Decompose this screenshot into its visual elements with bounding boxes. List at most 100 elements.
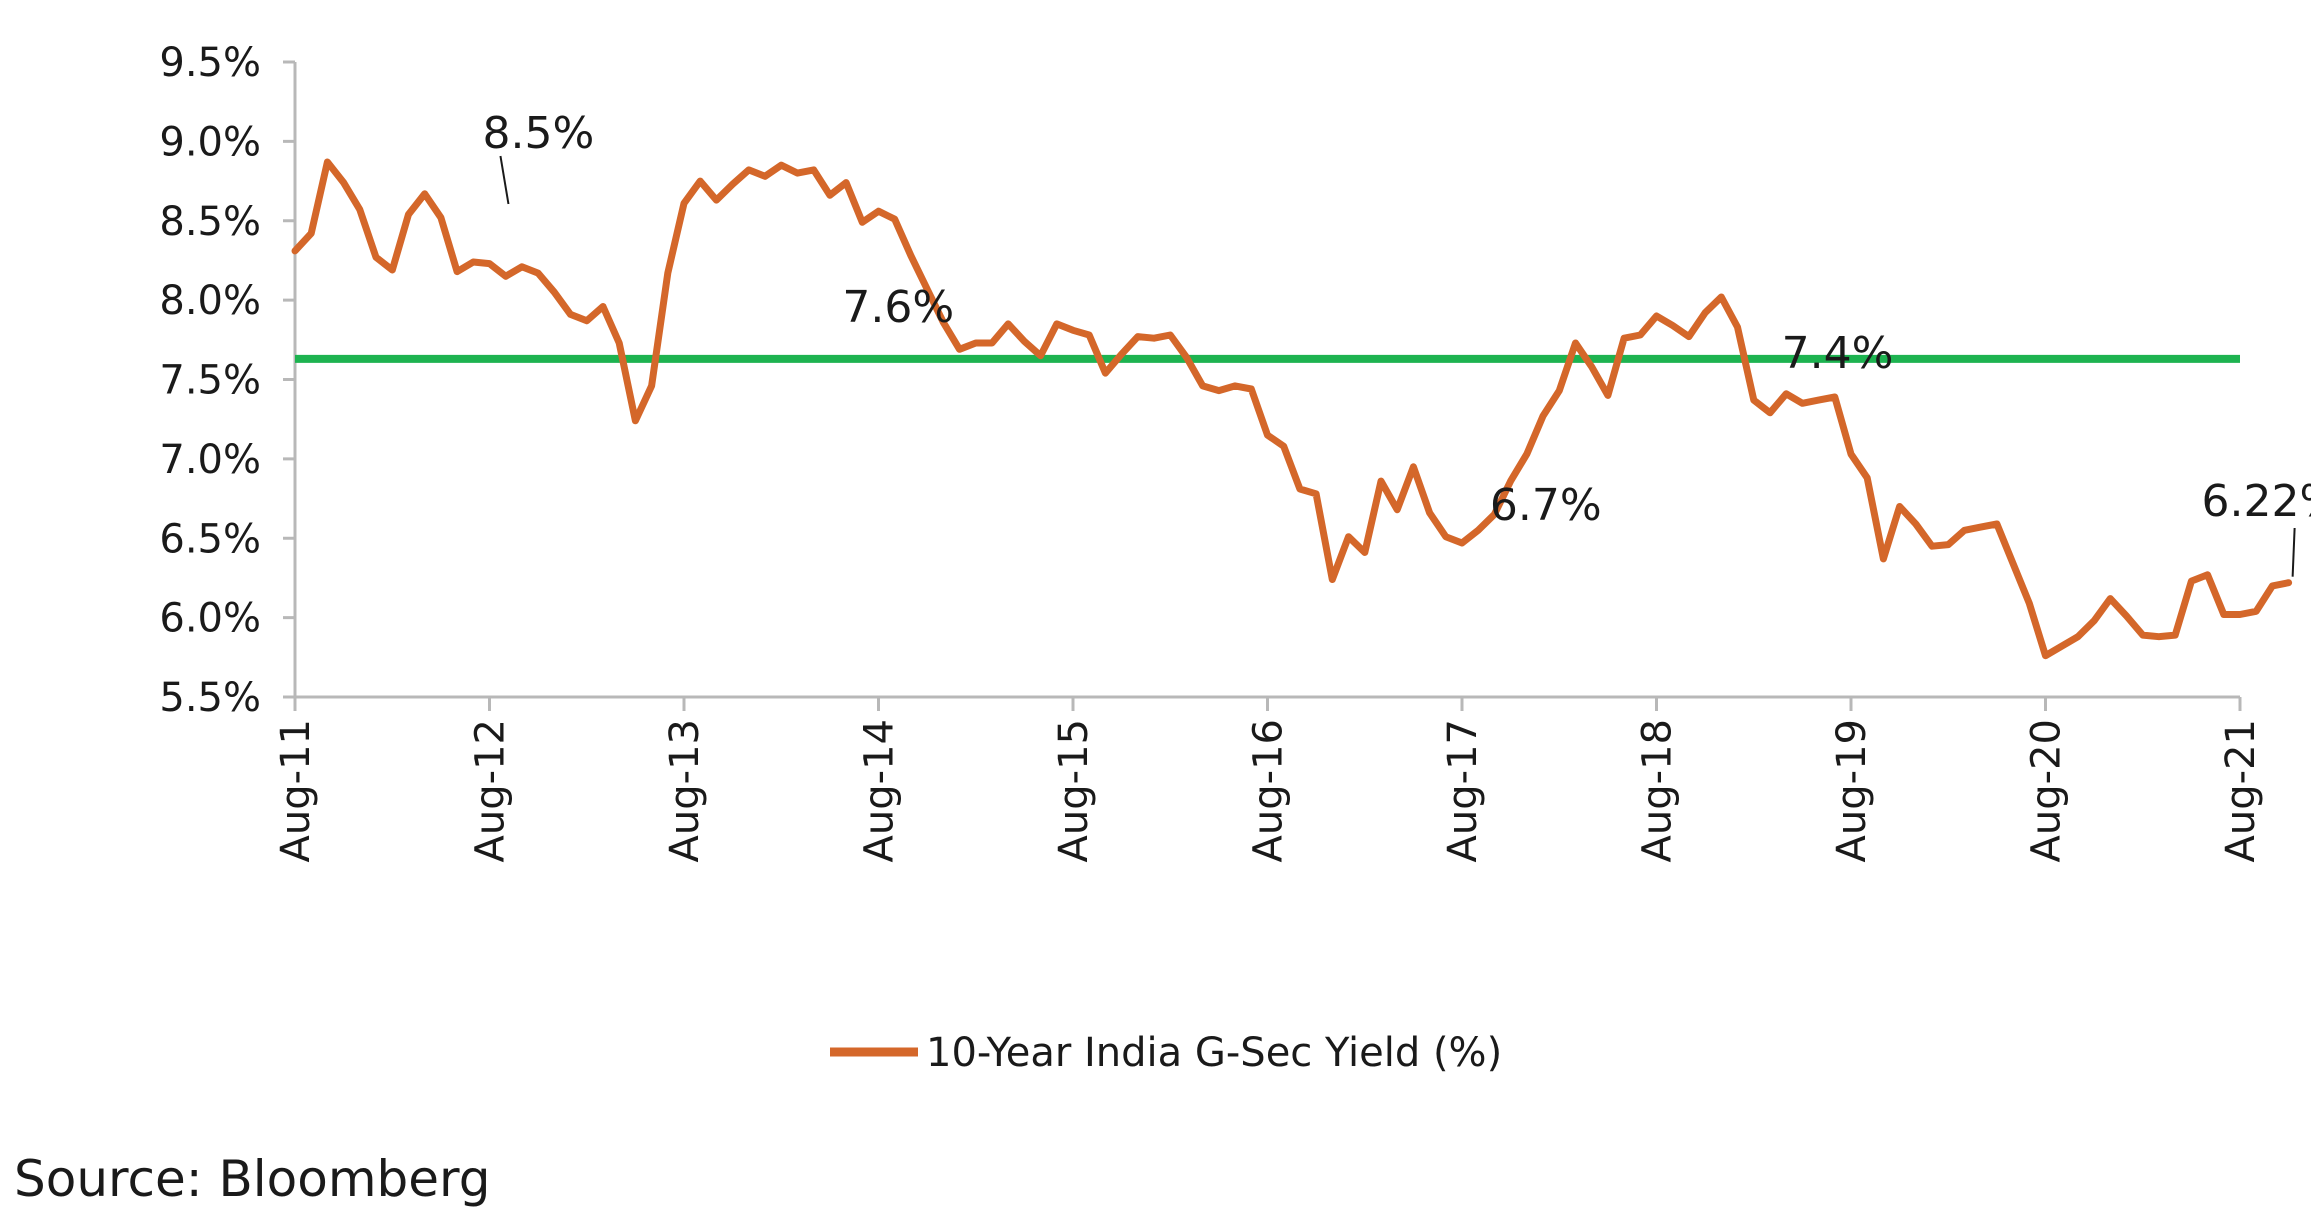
series-group — [291, 158, 2293, 660]
x-tick-label: Aug-14 — [857, 719, 903, 862]
data-point — [1832, 395, 1837, 399]
data-point — [827, 193, 832, 198]
data-point — [1281, 444, 1286, 449]
data-point — [1622, 336, 1627, 341]
data-point — [390, 268, 395, 272]
data-point — [1071, 328, 1075, 333]
data-point — [1897, 504, 1902, 509]
value-annotation: 8.5% — [483, 108, 595, 159]
data-point — [1379, 479, 1383, 484]
data-point — [1362, 550, 1367, 555]
data-point — [1654, 314, 1659, 318]
data-point — [1184, 355, 1189, 360]
data-point — [2027, 601, 2032, 606]
data-point — [876, 209, 881, 214]
data-point — [892, 217, 897, 222]
data-point — [1249, 387, 1254, 391]
data-point — [552, 290, 557, 295]
data-point — [730, 182, 735, 187]
data-point — [503, 274, 508, 279]
data-point — [1460, 541, 1464, 545]
data-point — [1930, 544, 1934, 549]
data-point — [406, 212, 411, 217]
data-point — [341, 180, 346, 185]
data-point — [665, 271, 670, 276]
data-point — [1962, 528, 1967, 533]
data-point — [1994, 522, 1999, 526]
data-point — [779, 163, 784, 168]
data-point — [860, 220, 865, 225]
y-tick-label: 8.0% — [159, 278, 261, 324]
data-point — [2221, 612, 2226, 617]
data-point — [1038, 353, 1043, 358]
data-point — [1443, 534, 1448, 539]
data-point — [908, 253, 913, 258]
legend-label: 10-Year India G-Sec Yield (%) — [926, 1030, 1502, 1076]
data-point — [746, 167, 751, 172]
data-point — [682, 201, 686, 206]
data-point — [2286, 580, 2291, 585]
value-annotation: 7.4% — [1782, 328, 1894, 379]
data-point — [1541, 414, 1545, 418]
data-point — [1784, 391, 1789, 396]
data-point — [374, 255, 378, 260]
data-point — [1913, 522, 1918, 526]
x-tick-label: Aug-12 — [468, 719, 514, 862]
data-point — [2108, 596, 2113, 601]
data-point — [957, 347, 962, 352]
data-point — [795, 171, 800, 176]
yield-series-line — [291, 158, 2293, 660]
data-point — [2189, 579, 2194, 584]
data-point — [973, 341, 978, 345]
data-point — [1216, 388, 1221, 393]
data-point — [471, 260, 476, 264]
data-point — [1703, 310, 1708, 315]
source-note: Source: Bloomberg — [14, 1150, 491, 1208]
data-point — [1087, 333, 1092, 337]
y-axis-tick-labels: 9.5% 9.0% 8.5% 8.0% 7.5% 7.0% 6.5% 6.0% 5.5% — [159, 40, 295, 721]
y-tick-label: 6.5% — [159, 516, 261, 562]
x-tick-label: Aug-21 — [2218, 719, 2264, 862]
data-point — [1751, 398, 1756, 403]
data-point — [1427, 510, 1432, 515]
data-point — [1800, 401, 1805, 406]
y-tick-label: 7.5% — [159, 358, 261, 404]
data-point — [536, 271, 541, 276]
data-point — [1686, 334, 1691, 339]
data-point — [309, 231, 314, 236]
data-point — [584, 318, 589, 323]
x-axis-ticks: Aug-11 Aug-12 Aug-13 Aug-14 Aug-15 Aug-16 Aug-… — [273, 697, 2264, 862]
data-point — [1119, 352, 1124, 357]
y-tick-label: 5.5% — [159, 675, 261, 721]
data-point — [1265, 433, 1270, 438]
data-point — [1557, 388, 1562, 393]
data-point — [1476, 528, 1481, 533]
data-point — [1152, 336, 1156, 341]
data-point — [649, 383, 654, 388]
data-point — [2140, 633, 2145, 638]
data-point — [1719, 295, 1724, 299]
x-tick-label: Aug-17 — [1440, 719, 1486, 862]
data-point — [1168, 333, 1173, 337]
data-point — [633, 418, 638, 423]
data-point — [1103, 371, 1108, 376]
x-tick-label: Aug-16 — [1246, 719, 1292, 862]
data-point — [2011, 561, 2016, 566]
annotation-leader-line — [2291, 527, 2296, 577]
y-tick-label: 6.0% — [159, 596, 261, 642]
data-point — [438, 215, 443, 220]
x-tick-label: Aug-13 — [662, 719, 708, 862]
value-annotation: 6.22% — [2201, 476, 2311, 527]
data-point — [601, 304, 605, 309]
data-point — [1524, 452, 1529, 457]
data-point — [1605, 393, 1610, 398]
data-point — [1946, 542, 1951, 547]
data-point — [1297, 487, 1302, 491]
data-point — [811, 167, 816, 172]
data-point — [1849, 452, 1853, 457]
data-point — [1314, 491, 1319, 496]
data-point — [357, 207, 362, 212]
data-point — [1508, 479, 1513, 484]
data-point — [714, 198, 719, 203]
data-point — [1573, 341, 1578, 345]
